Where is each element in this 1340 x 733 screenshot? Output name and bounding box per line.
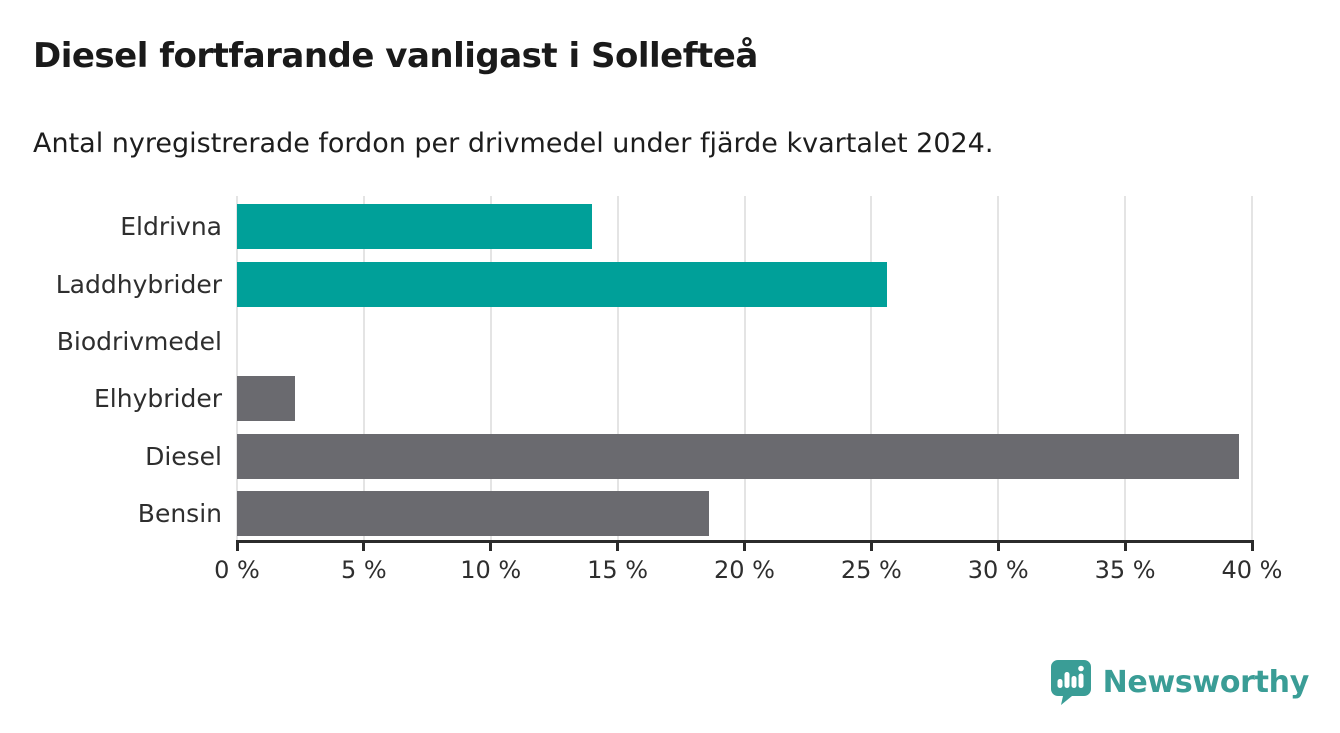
- bar-elhybrider: [237, 376, 296, 422]
- x-axis-tick: [362, 540, 366, 551]
- category-label-bensin: Bensin: [137, 498, 222, 528]
- gridline: [236, 196, 238, 540]
- bar-bensin: [237, 490, 709, 536]
- x-axis-tick: [743, 540, 746, 551]
- x-tick-label: 40 %: [1221, 556, 1283, 584]
- gridline: [616, 196, 619, 540]
- gridline: [1251, 196, 1253, 540]
- speech-bubble-shape: [1050, 660, 1091, 705]
- category-label-elhybrider: Elhybrider: [93, 384, 222, 414]
- gridline: [1124, 196, 1127, 540]
- x-tick-label: 10 %: [460, 556, 522, 584]
- x-axis-tick: [996, 540, 1000, 551]
- logo-bar-1: [1057, 679, 1063, 688]
- newsworthy-logo-text: Newsworthy: [1102, 664, 1310, 700]
- x-tick-label: 35 %: [1094, 556, 1156, 584]
- category-label-eldrivna: Eldrivna: [120, 212, 222, 242]
- gridline: [870, 196, 873, 540]
- category-label-diesel: Diesel: [145, 441, 222, 471]
- newsworthy-logo-icon: [1049, 659, 1092, 705]
- x-axis-tick: [616, 540, 620, 551]
- x-axis-tick: [235, 540, 239, 551]
- x-tick-label: 25 %: [840, 556, 902, 584]
- x-tick-label: 15 %: [587, 556, 649, 584]
- x-tick-label: 0 %: [214, 556, 260, 584]
- logo-exclamation-dot: [1077, 665, 1084, 672]
- chart-subtitle: Antal nyregistrerade fordon per drivmede…: [33, 128, 994, 159]
- category-axis: Eldrivna Laddhybrider Biodrivmedel Elhybrid…: [0, 196, 222, 540]
- gridline: [489, 196, 492, 540]
- logo-exclamation-bar: [1078, 673, 1084, 688]
- gridline: [743, 196, 746, 540]
- x-tick-label: 5 %: [341, 556, 387, 584]
- category-label-biodrivmedel: Biodrivmedel: [56, 326, 222, 356]
- bar-laddhybrider: [237, 261, 887, 307]
- logo-bar-2: [1064, 672, 1070, 688]
- x-axis-tick: [489, 540, 493, 551]
- category-label-laddhybrider: Laddhybrider: [55, 269, 222, 299]
- bar-eldrivna: [237, 204, 593, 250]
- x-tick-label: 30 %: [967, 556, 1029, 584]
- x-tick-label: 20 %: [714, 556, 775, 584]
- logo-bar-3: [1071, 676, 1077, 688]
- chart-title: Diesel fortfarande vanligast i Sollefteå: [33, 36, 758, 76]
- bar-diesel: [237, 433, 1240, 479]
- newsworthy-logo: Newsworthy: [1049, 659, 1309, 705]
- x-axis-tick: [1250, 540, 1254, 551]
- x-axis-tick: [1123, 540, 1127, 551]
- gridline: [997, 196, 1000, 540]
- plot-area: 0 % 5 % 10 % 15 % 20 % 25 % 30 % 35 % 40 %: [214, 196, 1282, 584]
- gridline: [362, 196, 365, 540]
- x-axis-tick: [869, 540, 873, 551]
